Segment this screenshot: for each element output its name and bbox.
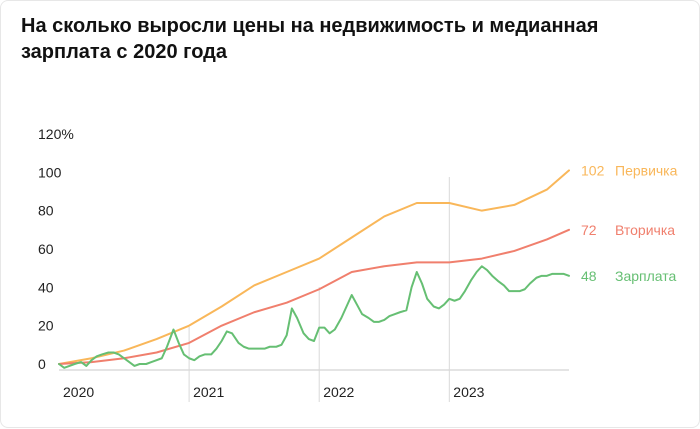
y-tick-label-100: 100 — [38, 164, 62, 180]
y-tick-label-120: 120% — [38, 126, 74, 142]
end-labels: 102 Первичка 72 Вторичка 48 Зарплата — [581, 162, 678, 283]
series-name-вторичка: Вторичка — [615, 222, 675, 238]
chart-title: На сколько выросли цены на недвижимость … — [21, 15, 599, 63]
series-name-зарплата: Зарплата — [615, 268, 677, 284]
series-end-value-вторичка: 72 — [581, 222, 597, 238]
series-end-value-первичка: 102 — [581, 162, 605, 178]
series-name-первичка: Первичка — [615, 162, 678, 178]
y-tick-label-60: 60 — [38, 241, 54, 257]
y-tick-label-40: 40 — [38, 279, 54, 295]
series-line-первичка — [58, 169, 570, 365]
x-tick-label-2020: 2020 — [63, 384, 94, 400]
y-tick-label-20: 20 — [38, 318, 54, 334]
series-end-value-зарплата: 48 — [581, 268, 597, 284]
y-axis-labels: 0 20 40 60 80 100 120% — [38, 126, 74, 372]
series-line-вторичка — [58, 228, 570, 365]
x-axis: 2020 2021 2022 2023 — [59, 177, 569, 402]
x-tick-label-2023: 2023 — [453, 384, 484, 400]
y-tick-label-80: 80 — [38, 203, 54, 219]
series-line-зарплата — [58, 265, 570, 369]
x-tick-label-2021: 2021 — [193, 384, 224, 400]
series-layer — [58, 169, 570, 369]
x-tick-label-2022: 2022 — [323, 384, 354, 400]
y-tick-label-0: 0 — [38, 356, 46, 372]
